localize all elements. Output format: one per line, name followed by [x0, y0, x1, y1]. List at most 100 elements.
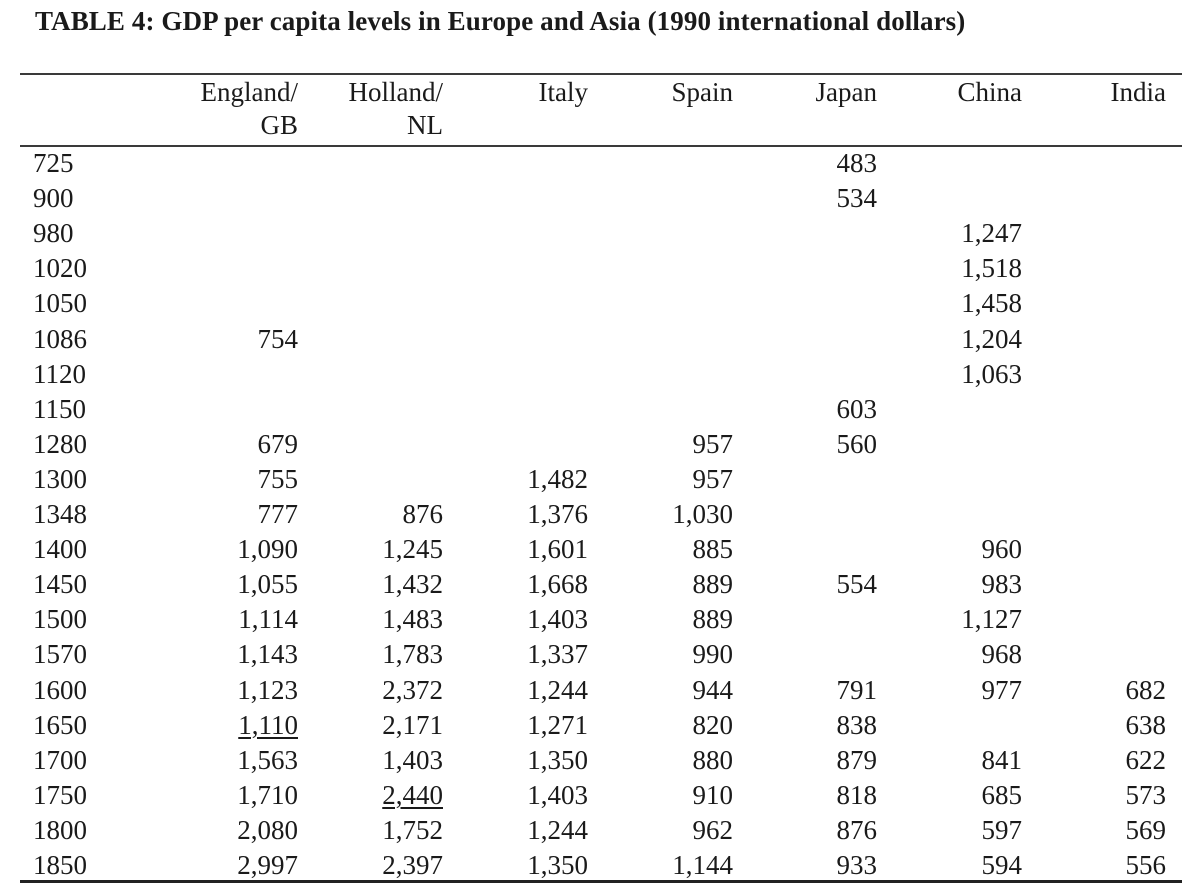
table-row: 1020 1,518: [0, 251, 1200, 286]
value-cell: 682: [1125, 674, 1167, 705]
value-cell: 1,247: [961, 218, 1022, 249]
value-cell: 885: [692, 534, 734, 565]
value-cell: 597: [981, 814, 1023, 845]
column-header: India: [1111, 76, 1166, 109]
year-cell: 1600: [33, 674, 87, 705]
table-row: 1650 1,110 2,171 1,271 820 838 638: [0, 708, 1200, 743]
value-cell: 1,123: [237, 674, 298, 705]
value-cell: 818: [836, 779, 878, 810]
value-cell: 889: [692, 604, 734, 635]
value-cell: 483: [836, 148, 878, 178]
year-cell: 1280: [33, 428, 87, 459]
value-cell: 2,171: [382, 709, 443, 740]
table-row: 1800 2,080 1,752 1,244 962 876 597 569: [0, 813, 1200, 848]
value-cell: 957: [692, 428, 734, 459]
column-header: England/GB: [201, 76, 298, 142]
value-cell: 1,063: [961, 358, 1022, 389]
value-cell: 1,403: [527, 779, 588, 810]
value-cell: 1,350: [527, 744, 588, 775]
value-cell: 1,204: [961, 323, 1022, 354]
column-header-line1: China: [957, 77, 1023, 107]
year-cell: 1400: [33, 534, 87, 565]
value-cell: 1,376: [527, 499, 588, 529]
table-row: 1700 1,563 1,403 1,350 880 879 841 622: [0, 743, 1200, 778]
value-cell: 1,518: [961, 253, 1022, 284]
value-cell: 2,372: [382, 674, 443, 705]
value-cell: 841: [981, 744, 1023, 775]
value-cell: 685: [981, 779, 1023, 810]
value-cell: 594: [981, 850, 1023, 880]
year-cell: 1300: [33, 463, 87, 494]
value-cell: 1,783: [382, 639, 443, 670]
column-header-line2: GB: [260, 110, 298, 140]
year-cell: 1150: [33, 393, 86, 424]
table-row: 1348 777 876 1,376 1,030: [0, 497, 1200, 532]
year-cell: 1020: [33, 253, 87, 284]
value-cell: 556: [1125, 850, 1167, 880]
column-header: Italy: [539, 76, 588, 109]
value-cell: 1,244: [527, 814, 588, 845]
value-cell: 838: [836, 709, 878, 740]
column-header-line1: Holland/: [348, 77, 444, 107]
value-cell: 603: [836, 393, 878, 424]
value-cell: 755: [257, 463, 299, 494]
column-header-line1: Italy: [538, 77, 588, 107]
table-row: 1570 1,143 1,783 1,337 990 968: [0, 637, 1200, 672]
value-cell: 1,483: [382, 604, 443, 635]
value-cell: 968: [981, 639, 1023, 670]
table-row: 1600 1,123 2,372 1,244 944 791 977 682: [0, 673, 1200, 708]
value-cell: 876: [402, 499, 444, 529]
value-cell: 777: [257, 499, 299, 529]
value-cell: 960: [981, 534, 1023, 565]
value-cell: 983: [981, 569, 1023, 600]
header-rule: [20, 145, 1182, 147]
value-cell: 1,403: [382, 744, 443, 775]
value-cell: 791: [836, 674, 878, 705]
year-cell: 1650: [33, 709, 87, 740]
value-cell: 573: [1125, 779, 1167, 810]
value-cell: 2,440: [382, 779, 443, 810]
year-cell: 1450: [33, 569, 87, 600]
value-cell: 554: [836, 569, 878, 600]
value-cell: 1,752: [382, 814, 443, 845]
value-cell: 990: [692, 639, 734, 670]
column-header: Japan: [816, 76, 877, 109]
value-cell: 2,080: [237, 814, 298, 845]
value-cell: 560: [836, 428, 878, 459]
year-cell: 1120: [33, 358, 86, 389]
value-cell: 1,350: [527, 850, 588, 880]
value-cell: 944: [692, 674, 734, 705]
value-cell: 2,997: [237, 850, 298, 880]
value-cell: 1,271: [527, 709, 588, 740]
top-rule: [20, 73, 1182, 75]
table-row: 1050 1,458: [0, 286, 1200, 321]
column-header-line1: Japan: [815, 77, 877, 107]
value-cell: 1,114: [238, 604, 298, 635]
table-row: 980 1,247: [0, 216, 1200, 251]
value-cell: 1,482: [527, 463, 588, 494]
value-cell: 880: [692, 744, 734, 775]
year-cell: 1750: [33, 779, 87, 810]
value-cell: 977: [981, 674, 1023, 705]
table-row: 1300 755 1,482 957: [0, 462, 1200, 497]
value-cell: 534: [836, 183, 878, 214]
value-cell: 1,710: [237, 779, 298, 810]
value-cell: 679: [257, 428, 299, 459]
year-cell: 1850: [33, 850, 87, 880]
value-cell: 1,244: [527, 674, 588, 705]
column-header-line1: England/: [200, 77, 298, 107]
year-cell: 725: [33, 148, 74, 178]
value-cell: 1,090: [237, 534, 298, 565]
table-row: 1750 1,710 2,440 1,403 910 818 685 573: [0, 778, 1200, 813]
table-row: 1400 1,090 1,245 1,601 885 960: [0, 532, 1200, 567]
column-header-line1: India: [1110, 77, 1166, 107]
column-header: Spain: [671, 76, 733, 109]
value-cell: 1,337: [527, 639, 588, 670]
column-header: China: [958, 76, 1023, 109]
year-cell: 1570: [33, 639, 87, 670]
value-cell: 879: [836, 744, 878, 775]
year-cell: 980: [33, 218, 74, 249]
value-cell: 1,143: [237, 639, 298, 670]
value-cell: 1,030: [672, 499, 733, 529]
value-cell: 1,668: [527, 569, 588, 600]
